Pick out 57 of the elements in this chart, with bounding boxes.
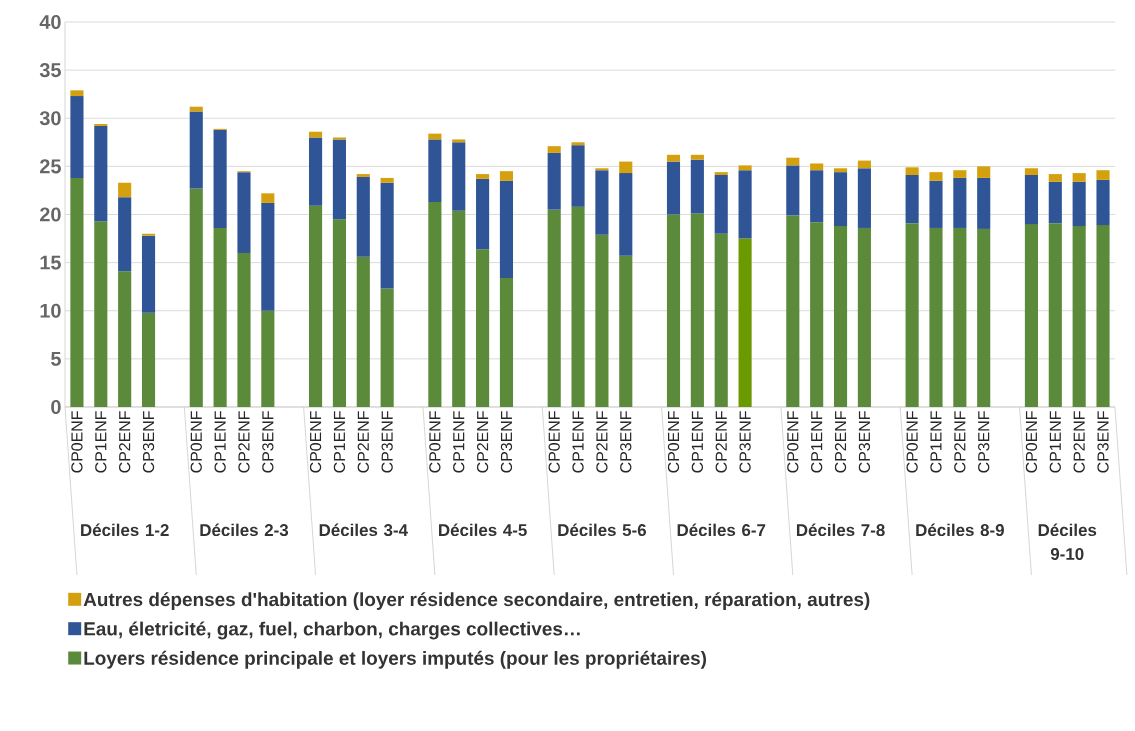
- y-tick-label: 30: [39, 111, 61, 126]
- x-tick-label: CP3ENF: [142, 411, 155, 473]
- x-tick-label: CP2ENF: [357, 411, 369, 473]
- x-tick-label: CP3ENF: [262, 411, 274, 473]
- x-tick-label: CP2ENF: [954, 411, 966, 473]
- x-tick-label: CP3ENF: [381, 411, 393, 473]
- y-tick-label: 25: [40, 159, 61, 174]
- y-tick-label: 35: [39, 63, 61, 78]
- text: Déciles 6-7: [677, 523, 766, 537]
- x-tick-label: CP2ENF: [238, 411, 250, 473]
- x-tick-label: CP1ENF: [214, 411, 226, 473]
- x-tick-label: CP2ENF: [476, 411, 489, 473]
- x-tick-label: CP0ENF: [1025, 411, 1038, 473]
- x-tick-label: CP3ENF: [500, 411, 513, 473]
- x-tick-label: CP0ENF: [548, 411, 560, 473]
- legend-label: Eau, életricité, gaz, fuel, charbon, charges collectives…: [84, 621, 580, 640]
- x-tick-label: CP2ENF: [1073, 411, 1085, 473]
- x-tick-label: CP1ENF: [691, 411, 704, 473]
- x-tick-label: CP0ENF: [309, 411, 322, 473]
- x-tick-label: CP1ENF: [333, 411, 346, 473]
- x-tick-label: CP0ENF: [71, 411, 83, 473]
- y-tick-label: 0: [51, 399, 61, 415]
- text: Déciles 4-5: [439, 523, 527, 537]
- x-tick-label: CP3ENF: [858, 411, 871, 473]
- y-tick-label: 40: [39, 14, 61, 30]
- x-tick-label: CP3ENF: [620, 411, 632, 473]
- y-tick-label: 20: [40, 207, 61, 222]
- text: Déciles 5-6: [558, 523, 647, 537]
- text: Déciles 1-2: [81, 523, 169, 537]
- x-tick-label: CP2ENF: [596, 411, 608, 473]
- x-tick-label: CP3ENF: [978, 411, 990, 473]
- text: Déciles 3-4: [319, 523, 408, 537]
- legend-label: Autres dépenses d'habitation (loyer résidence secondaire, entretien, réparation, autres): [83, 592, 870, 610]
- x-tick-label: CP2ENF: [715, 411, 727, 473]
- x-tick-label: CP1ENF: [930, 411, 942, 473]
- x-tick-label: CP1ENF: [95, 411, 107, 473]
- x-tick-label: CP0ENF: [787, 411, 799, 473]
- x-tick-label: CP3ENF: [1097, 411, 1109, 473]
- x-tick-label: CP1ENF: [811, 411, 823, 473]
- x-tick-label: CP1ENF: [572, 411, 584, 473]
- x-tick-label: CP3ENF: [739, 411, 751, 473]
- x-tick-label: CP0ENF: [190, 411, 202, 473]
- x-tick-label: CP0ENF: [429, 411, 441, 473]
- x-tick-label: CP2ENF: [119, 411, 131, 473]
- x-tick-label: CP0ENF: [906, 411, 918, 473]
- y-tick-label: 10: [40, 303, 61, 318]
- x-tick-label: CP1ENF: [453, 411, 465, 473]
- legend-label: Loyers résidence principale et loyers imputés (pour les propriétaires): [84, 650, 707, 669]
- text: Déciles 2-3: [200, 523, 289, 537]
- text: Déciles 7-8: [796, 523, 885, 537]
- x-tick-label: CP0ENF: [667, 411, 680, 473]
- y-tick-label: 15: [40, 255, 61, 270]
- x-tick-label: CP1ENF: [1049, 411, 1061, 473]
- x-tick-label: CP2ENF: [834, 411, 847, 473]
- text: Déciles 8-9: [916, 523, 1004, 537]
- y-tick-label: 5: [51, 351, 61, 366]
- text: Déciles 9-10: [1038, 523, 1097, 561]
